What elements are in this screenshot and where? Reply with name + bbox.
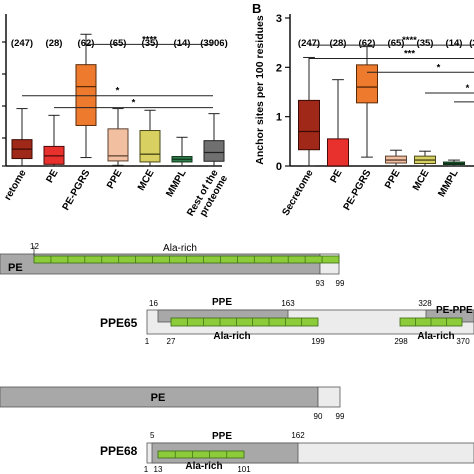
position-label: 16	[149, 299, 158, 308]
x-tick-label: MCE	[136, 168, 157, 193]
panel-c-domain-maps: 12 Ala-rich PE 93 99 PPE65 16 PPE 163 32…	[0, 242, 474, 474]
ppe-domain-label: PPE	[212, 431, 232, 442]
y-tick-label: 1	[276, 112, 282, 124]
significance-label: *	[132, 98, 136, 109]
count-label: (28)	[330, 38, 347, 49]
x-tick-label: Rest of theproteome	[185, 168, 230, 224]
position-label: 328	[418, 299, 432, 308]
box-iqr	[75, 64, 97, 126]
protein-pe-1: 12 Ala-rich PE 93 99	[0, 242, 345, 288]
count-label: (35)	[417, 38, 434, 49]
count-label: (14)	[446, 38, 463, 49]
count-label: (28)	[46, 38, 63, 49]
x-tick-label: Secretome	[281, 168, 316, 218]
count-label: (247)	[298, 38, 320, 49]
position-label: 370	[456, 337, 470, 346]
ala-rich-motif	[170, 317, 319, 327]
x-tick-label: MMPL	[436, 168, 460, 199]
y-tick-label: 3	[276, 13, 282, 25]
box-iqr	[107, 128, 129, 162]
count-label: (247)	[11, 38, 33, 49]
protein-pe-2: PE 90 99	[0, 386, 345, 421]
position-label: 199	[311, 337, 325, 346]
pe-domain-label: PE	[8, 262, 23, 274]
x-tick-label: PPE	[105, 168, 125, 191]
count-label: (14)	[174, 38, 191, 49]
box-iqr	[327, 138, 349, 167]
ala-rich-label: Ala-rich	[185, 461, 222, 472]
x-tick-label: MMPL	[164, 168, 188, 199]
x-tick-label: PE-PGRS	[342, 168, 374, 213]
x-tick-label: PE	[44, 168, 60, 185]
ala-rich-label: Ala-rich	[163, 243, 197, 254]
ala-rich-label: Ala-rich	[213, 331, 250, 342]
protein-ppe68: PPE68 5 PPE 162 1 13 Ala-rich 101	[100, 431, 474, 474]
position-label: 27	[167, 337, 176, 346]
position-label: 1	[144, 465, 149, 474]
x-tick-label: PE	[328, 168, 344, 185]
position-label: 1	[145, 337, 150, 346]
position-label: 101	[237, 465, 251, 474]
count-label: (62)	[359, 38, 376, 49]
position-label: 5	[150, 431, 155, 440]
panel-b-letter: B	[252, 1, 261, 16]
protein-name-ppe68: PPE68	[100, 444, 138, 458]
box-iqr	[356, 64, 378, 104]
x-tick-label: PE-PGRS	[61, 168, 93, 213]
position-label: 93	[316, 279, 325, 288]
box-iqr	[298, 99, 320, 151]
significance-label: *	[466, 83, 470, 94]
protein-name-ppe65: PPE65	[100, 316, 138, 330]
y-tick-label: 2	[276, 62, 282, 74]
significance-label: ****	[402, 35, 417, 46]
panel-a-chart: (247) (28) (62) (65) (35) (14) (3906)******ret…	[2, 14, 230, 224]
position-label: 12	[30, 242, 39, 251]
x-tick-label: MCE	[411, 168, 432, 193]
ala-rich-motif	[157, 450, 245, 459]
position-label: 298	[394, 337, 408, 346]
x-tick-label: PPE	[383, 168, 403, 191]
count-label: (65)	[110, 38, 127, 49]
position-label: 163	[281, 299, 295, 308]
pe-domain-label: PE	[151, 392, 166, 404]
protein-ppe65: PPE65 16 PPE 163 328 PE-PPE 1 27 Ala-ric…	[100, 297, 474, 346]
box-iqr	[139, 130, 161, 163]
box-iqr	[203, 140, 225, 162]
significance-label: ***	[404, 48, 415, 59]
position-label: 162	[291, 431, 305, 440]
position-label: 13	[154, 465, 163, 474]
y-tick-label: 0	[276, 161, 282, 173]
pe-tail-bar	[317, 386, 341, 408]
ala-rich-label: Ala-rich	[417, 331, 454, 342]
count-label: (3906)	[469, 38, 474, 49]
significance-label: *	[116, 86, 120, 97]
panel-b-chart: B Anchor sites per 100 residues 0 1 2 3 (247…	[252, 1, 474, 218]
position-label: 90	[314, 412, 323, 421]
pe-ppe-domain-label: PE-PPE	[436, 305, 473, 316]
position-label: 99	[336, 279, 345, 288]
count-label: (65)	[388, 38, 405, 49]
count-label: (35)	[142, 38, 159, 49]
significance-label: *	[437, 62, 441, 73]
x-tick-label: retome	[2, 168, 28, 203]
panel-b-y-label: Anchor sites per 100 residues	[254, 15, 266, 165]
position-label: 99	[336, 412, 345, 421]
count-label: (3906)	[200, 38, 227, 49]
ppe-domain-label: PPE	[212, 297, 232, 308]
significance-label: ****	[142, 34, 157, 45]
